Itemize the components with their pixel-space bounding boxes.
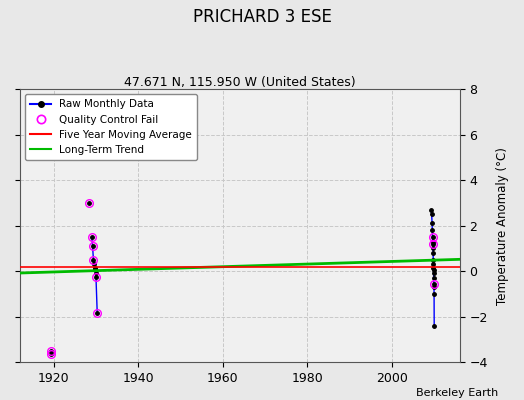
Title: 47.671 N, 115.950 W (United States): 47.671 N, 115.950 W (United States) bbox=[124, 76, 355, 89]
Text: Berkeley Earth: Berkeley Earth bbox=[416, 388, 498, 398]
Text: PRICHARD 3 ESE: PRICHARD 3 ESE bbox=[192, 8, 332, 26]
Legend: Raw Monthly Data, Quality Control Fail, Five Year Moving Average, Long-Term Tren: Raw Monthly Data, Quality Control Fail, … bbox=[25, 94, 198, 160]
Y-axis label: Temperature Anomaly (°C): Temperature Anomaly (°C) bbox=[496, 147, 509, 304]
